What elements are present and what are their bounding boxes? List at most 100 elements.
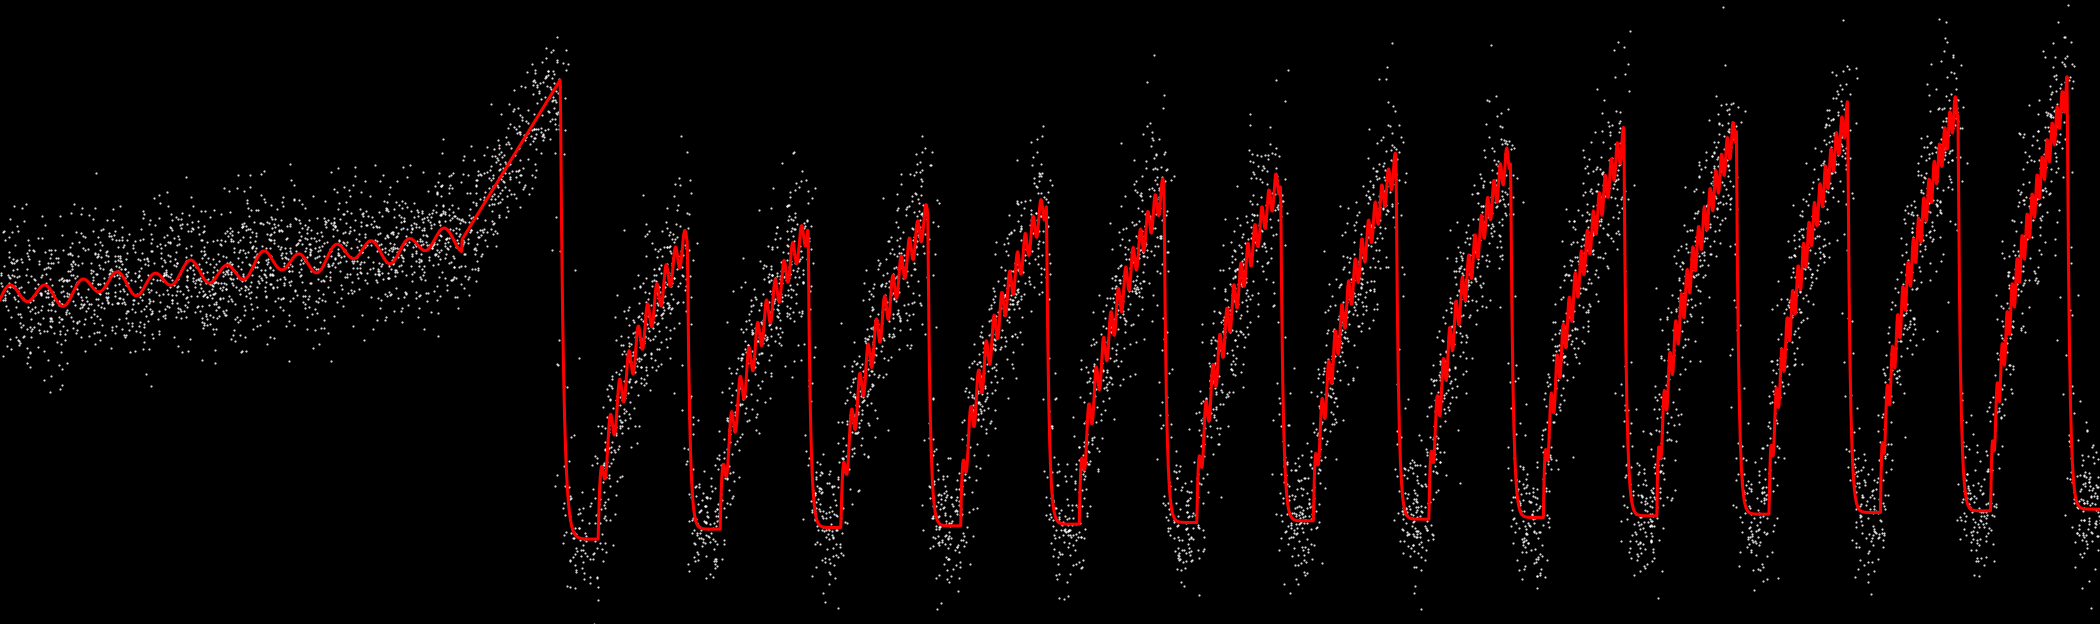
Point [204,235,237,245]
Point [830,518,863,528]
Point [181,291,214,301]
Point [846,392,880,402]
Point [2081,454,2100,464]
Point [2048,117,2081,127]
Point [777,316,811,326]
Point [628,331,662,341]
Point [1340,361,1373,371]
Point [1537,355,1571,365]
Point [1993,251,2026,261]
Point [1098,296,1132,306]
Point [1310,391,1344,401]
Point [500,193,533,203]
Point [88,273,122,283]
Point [0,333,34,343]
Point [1264,211,1298,221]
Point [1336,310,1369,319]
Point [701,464,735,474]
Point [452,272,485,282]
Point [256,235,290,245]
Point [483,140,517,150]
Point [668,285,701,295]
Point [1195,376,1228,386]
Point [1090,385,1124,395]
Point [1352,222,1386,232]
Point [1418,376,1451,386]
Point [2020,135,2054,145]
Point [441,291,475,301]
Point [412,240,445,250]
Point [1907,172,1940,182]
Point [672,444,706,454]
Point [416,243,449,253]
Point [1861,508,1894,518]
Point [265,215,298,225]
Point [1384,262,1418,272]
Point [1434,225,1468,235]
Point [1756,396,1789,406]
Point [1735,545,1768,555]
Point [359,221,393,231]
Point [1728,495,1762,505]
Point [1816,67,1850,77]
Point [1575,183,1609,193]
Point [1970,531,2003,541]
Point [512,139,546,149]
Point [1661,419,1695,429]
Point [901,206,934,216]
Point [1628,496,1661,506]
Point [1781,281,1814,291]
Point [1630,527,1663,537]
Point [1858,528,1892,538]
Point [934,533,968,543]
Point [250,243,284,253]
Point [1128,221,1161,231]
Point [1067,474,1100,484]
Point [244,170,277,180]
Point [1128,232,1161,241]
Point [418,237,452,247]
Point [267,293,300,303]
Point [4,322,38,332]
Point [128,253,162,263]
Point [1961,555,1995,565]
Point [601,401,634,411]
Point [410,240,443,250]
Point [1655,494,1688,504]
Point [1623,512,1657,522]
Point [380,176,414,186]
Point [452,290,485,300]
Point [330,197,363,207]
Point [855,381,888,391]
Point [17,245,50,255]
Point [315,218,349,228]
Point [1508,542,1541,552]
Point [185,317,218,327]
Point [922,524,956,534]
Point [1453,310,1487,319]
Point [1821,86,1854,96]
Point [855,331,888,341]
Point [1900,167,1934,177]
Point [1102,295,1136,305]
Point [187,227,220,236]
Point [162,303,195,313]
Point [546,539,580,548]
Point [132,270,166,280]
Point [1676,225,1709,235]
Point [1781,323,1814,333]
Point [1140,454,1174,464]
Point [1033,295,1067,305]
Point [1107,313,1140,323]
Point [1970,552,2003,562]
Point [1724,454,1758,464]
Point [200,296,233,306]
Point [1443,351,1476,361]
Point [685,495,718,505]
Point [372,207,405,217]
Point [1791,242,1825,252]
Point [153,272,187,282]
Point [338,225,372,235]
Point [1541,339,1575,349]
Point [1184,397,1218,407]
